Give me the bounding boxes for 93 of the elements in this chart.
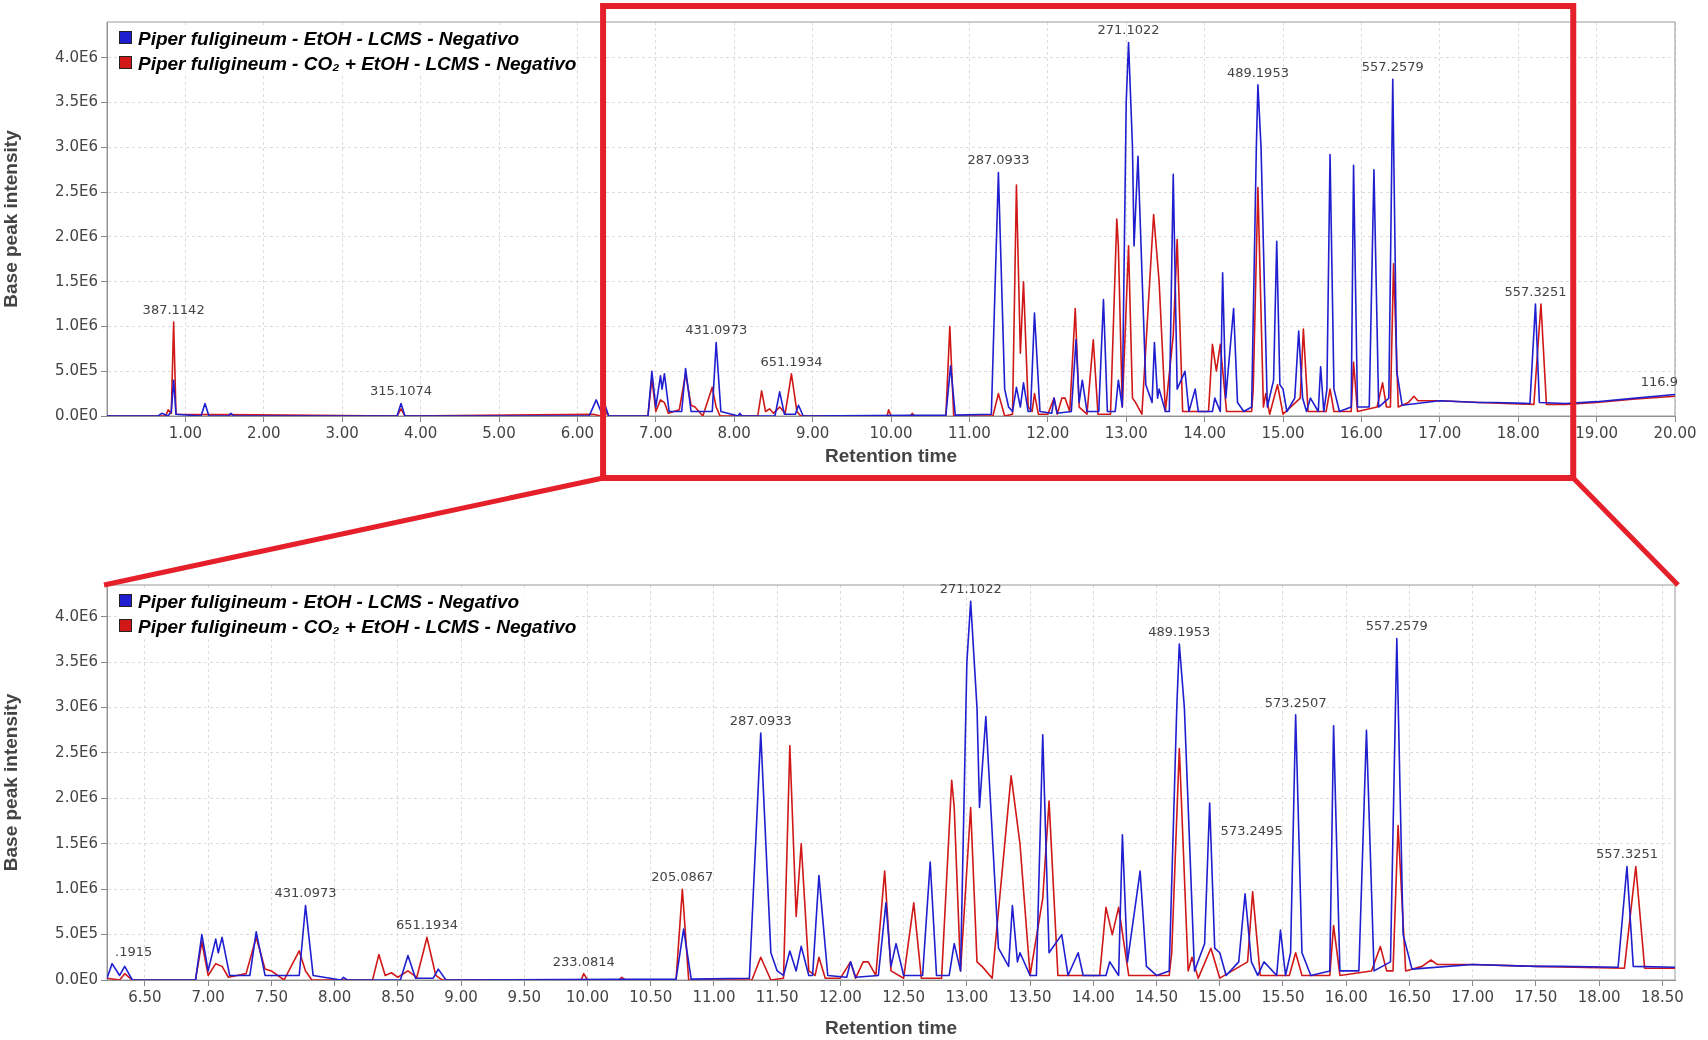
y-axis-title: Base peak intensity <box>0 693 21 872</box>
legend-label: Piper fuligineum - CO₂ + EtOH - LCMS - Negativo <box>138 616 577 637</box>
legend-label: Piper fuligineum - EtOH - LCMS - Negativo <box>138 591 520 612</box>
x-tick-label: 1.00 <box>168 423 203 442</box>
x-tick-label: 14.00 <box>1071 987 1115 1006</box>
y-tick-label: 2.0E6 <box>55 788 98 807</box>
x-tick-label: 3.00 <box>325 423 359 442</box>
legend-label: Piper fuligineum - CO₂ + EtOH - LCMS - Negativo <box>138 53 577 74</box>
annotation: 651.1934 <box>760 353 823 369</box>
x-tick-label: 8.50 <box>381 987 415 1006</box>
annotation: 271.1022 <box>1097 22 1160 38</box>
annotation: 651.1934 <box>395 917 458 933</box>
x-tick-label: 4.00 <box>403 423 438 442</box>
x-tick-label: 12.50 <box>882 987 926 1006</box>
y-tick-label: 2.0E6 <box>55 226 98 245</box>
annotation: 557.3251 <box>1504 283 1567 299</box>
y-tick-label: 0.0E0 <box>55 405 98 424</box>
y-tick-label: 5.0E5 <box>55 361 98 380</box>
x-tick-label: 11.00 <box>692 987 736 1006</box>
x-tick-label: 11.00 <box>947 423 991 442</box>
x-tick-label: 10.50 <box>629 987 673 1006</box>
x-tick-label: 6.00 <box>560 423 595 442</box>
x-tick-label: 10.00 <box>869 423 913 442</box>
annotation: 431.0973 <box>685 322 748 338</box>
x-tick-label: 6.50 <box>128 987 162 1006</box>
y-tick-label: 2.5E6 <box>55 182 98 201</box>
x-tick-label: 16.00 <box>1339 423 1383 442</box>
x-tick-label: 9.00 <box>795 423 830 442</box>
annotation: .1915 <box>115 943 153 959</box>
legend-label: Piper fuligineum - EtOH - LCMS - Negativo <box>138 28 520 49</box>
x-tick-label: 17.00 <box>1451 987 1495 1006</box>
annotation: 233.0814 <box>552 953 615 969</box>
x-tick-label: 13.00 <box>1104 423 1148 442</box>
x-tick-label: 17.00 <box>1418 423 1462 442</box>
annotation: 489.1953 <box>1226 64 1289 80</box>
y-tick-label: 5.0E5 <box>55 924 98 943</box>
x-tick-label: 8.00 <box>317 987 352 1006</box>
x-tick-label: 11.50 <box>755 987 799 1006</box>
annotation: 573.2507 <box>1264 694 1327 710</box>
x-tick-label: 14.50 <box>1135 987 1179 1006</box>
annotation: 315.1074 <box>369 383 433 399</box>
annotation: 287.0933 <box>967 152 1030 168</box>
x-tick-label: 18.00 <box>1496 423 1540 442</box>
annotation: 287.0933 <box>729 712 792 728</box>
annotation: 116.9 <box>1640 374 1678 390</box>
annotation: 271.1022 <box>939 581 1002 597</box>
y-tick-label: 3.0E6 <box>55 137 98 156</box>
x-tick-label: 8.00 <box>717 423 751 442</box>
x-axis-title: Retention time <box>825 1016 957 1038</box>
x-tick-label: 17.50 <box>1514 987 1558 1006</box>
x-tick-label: 15.00 <box>1261 423 1305 442</box>
y-tick-label: 3.5E6 <box>55 92 98 111</box>
x-tick-label: 5.00 <box>482 423 516 442</box>
y-axis-title: Base peak intensity <box>0 129 21 308</box>
annotation: 431.0973 <box>274 885 337 901</box>
annotation: 387.1142 <box>142 301 205 317</box>
y-tick-label: 4.0E6 <box>55 606 98 625</box>
x-tick-label: 9.00 <box>444 987 478 1006</box>
x-tick-label: 18.00 <box>1577 987 1621 1006</box>
x-tick-label: 15.00 <box>1198 987 1242 1006</box>
x-tick-label: 20.00 <box>1653 423 1697 442</box>
annotation: 557.2579 <box>1361 59 1424 75</box>
annotation: 205.0867 <box>651 869 714 885</box>
x-tick-label: 10.00 <box>566 987 609 1006</box>
y-tick-label: 1.5E6 <box>55 833 98 852</box>
y-tick-label: 2.5E6 <box>55 742 98 761</box>
x-tick-label: 12.00 <box>818 987 862 1006</box>
x-tick-label: 14.00 <box>1183 423 1227 442</box>
x-tick-label: 15.50 <box>1261 987 1305 1006</box>
x-tick-label: 7.00 <box>639 423 673 442</box>
x-tick-label: 13.00 <box>945 987 989 1006</box>
x-tick-label: 7.50 <box>254 987 289 1006</box>
x-tick-label: 2.00 <box>247 423 281 442</box>
y-tick-label: 4.0E6 <box>55 47 98 66</box>
annotation: 489.1953 <box>1148 623 1211 639</box>
x-tick-label: 16.00 <box>1324 987 1368 1006</box>
y-tick-label: 0.0E0 <box>55 969 98 988</box>
x-tick-label: 19.00 <box>1575 423 1619 442</box>
y-tick-label: 1.5E6 <box>55 271 98 290</box>
x-tick-label: 18.50 <box>1640 987 1684 1006</box>
x-tick-label: 16.50 <box>1387 987 1431 1006</box>
y-tick-label: 1.0E6 <box>55 879 98 898</box>
y-tick-label: 1.0E6 <box>55 316 98 335</box>
y-tick-label: 3.0E6 <box>55 697 98 716</box>
x-tick-label: 12.00 <box>1026 423 1070 442</box>
annotation: 557.2579 <box>1365 618 1428 634</box>
y-tick-label: 3.5E6 <box>55 652 98 671</box>
annotation: 557.3251 <box>1595 846 1658 862</box>
annotation: 573.2495 <box>1220 822 1283 838</box>
x-tick-label: 7.00 <box>191 987 225 1006</box>
x-tick-label: 9.50 <box>507 987 541 1006</box>
x-axis-title: Retention time <box>825 444 957 466</box>
x-tick-label: 13.50 <box>1008 987 1052 1006</box>
